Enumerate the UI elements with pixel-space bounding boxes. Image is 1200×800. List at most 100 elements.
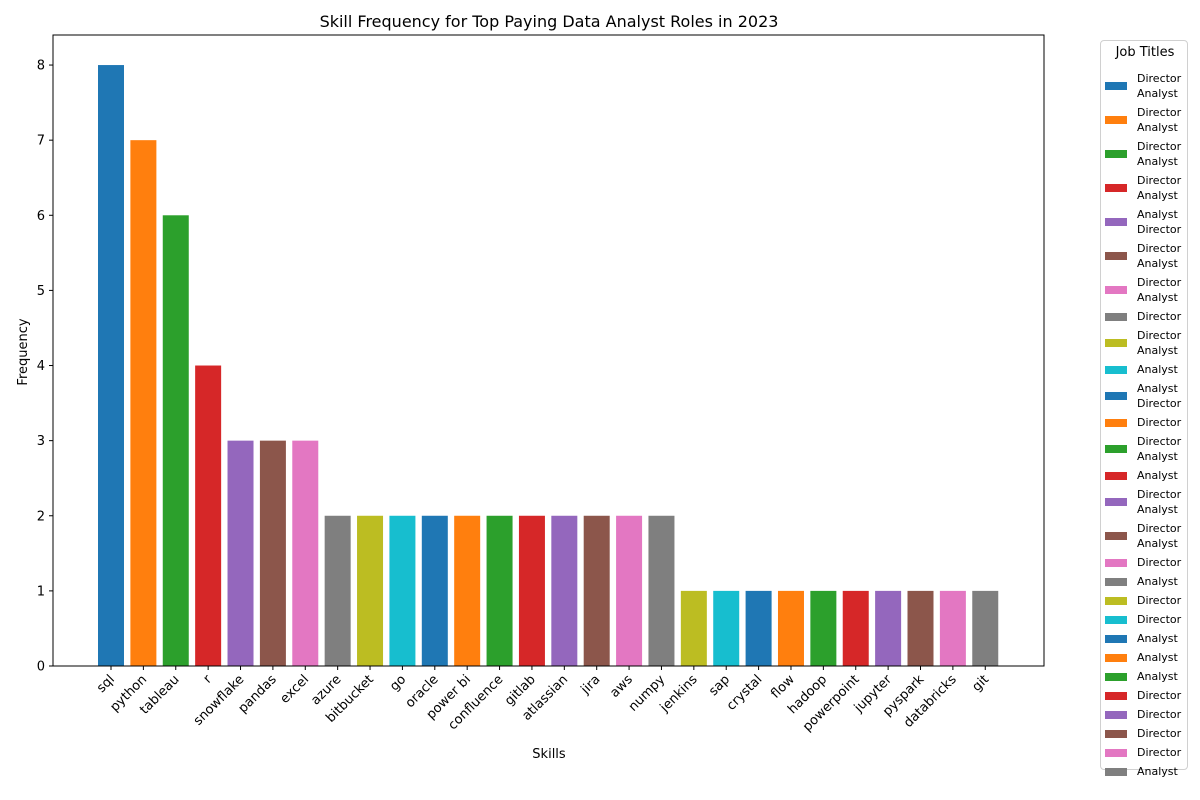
bar-git [972,590,999,666]
legend-entry: Analyst [1101,572,1189,591]
legend-swatch [1105,498,1127,506]
legend-label: Director Analyst [1137,140,1182,168]
legend-entry: Director [1101,307,1189,326]
legend-swatch [1105,748,1127,757]
legend-label: Director [1137,746,1182,759]
bar-sap [713,590,740,666]
legend-swatch [1105,653,1127,662]
legend-swatch [1105,577,1127,586]
legend-label: Analyst [1137,670,1178,683]
legend-label: Director Analyst [1137,174,1182,202]
legend-swatch [1105,558,1127,567]
legend-swatch [1105,392,1127,400]
x-tick-label: jira [578,672,604,698]
legend-swatch [1105,82,1127,90]
legend-entry: Director [1101,553,1189,572]
y-tick-label: 7 [37,134,45,149]
legend-label: Analyst [1137,632,1178,645]
legend-label: Director [1137,310,1182,323]
legend: Job Titles Director Analyst Director Anal… [1100,40,1189,778]
legend-title: Job Titles [1115,45,1175,60]
bar-tableau [162,215,189,667]
legend-entry: Director [1101,743,1189,762]
legend-label: Director [1137,416,1182,429]
bar-azure [324,515,351,666]
legend-entry: Analyst [1101,648,1189,667]
legend-swatch [1105,729,1127,738]
legend-entry: Director [1101,591,1189,610]
legend-entry: Analyst [1101,629,1189,648]
legend-label: Director Analyst [1137,72,1182,100]
legend-swatch [1105,634,1127,643]
y-tick-label: 5 [37,284,45,299]
legend-swatch [1105,596,1127,605]
legend-swatch [1105,710,1127,719]
y-tick-label: 8 [37,59,45,74]
legend-label: Director [1137,613,1182,626]
legend-label: Director Analyst [1137,488,1182,516]
bar-numpy [648,515,675,666]
legend-swatch [1105,691,1127,700]
bar-jenkins [680,590,707,666]
legend-entry: Director Analyst [1101,326,1189,360]
bar-atlassian [551,515,578,666]
legend-swatch [1105,218,1127,226]
legend-entry: Director Analyst [1101,519,1189,553]
y-tick-label: 6 [37,209,45,224]
bar-confluence [486,515,513,666]
legend-label: Director [1137,727,1182,740]
legend-swatch [1105,184,1127,192]
legend-label: Director Analyst [1137,522,1182,550]
legend-entry: Analyst [1101,360,1189,379]
bar-pyspark [907,590,934,666]
legend-entry: Director Analyst [1101,432,1189,466]
x-axis-label: Skills [532,747,566,762]
x-tick-label: snowflake [191,672,247,728]
y-axis-label: Frequency [16,318,31,385]
legend-label: Director [1137,594,1182,607]
legend-label: Director [1137,556,1182,569]
legend-entry: Analyst [1101,466,1189,485]
x-tick-label: r [201,672,216,687]
bar-powerpoint [842,590,869,666]
legend-label: Director Analyst [1137,435,1182,463]
legend-swatch [1105,767,1127,776]
legend-label: Analyst [1137,363,1178,376]
legend-entry: Director Analyst [1101,137,1189,171]
y-tick-label: 4 [37,359,45,374]
legend-swatch [1105,418,1127,427]
y-tick-label: 1 [37,584,45,599]
x-tick-label: git [969,672,992,695]
bar-aws [616,515,643,666]
bar-go [389,515,416,666]
y-tick-label: 2 [37,509,45,524]
bar-snowflake [227,440,254,666]
bar-python [130,140,157,667]
y-tick-label: 0 [37,660,45,675]
legend-swatch [1105,365,1127,374]
bar-crystal [745,590,772,666]
legend-entry: Director [1101,705,1189,724]
legend-swatch [1105,286,1127,294]
legend-entry: Director Analyst [1101,239,1189,273]
legend-swatch [1105,150,1127,158]
legend-entry: Analyst Director [1101,205,1189,239]
legend-entry: Director Analyst [1101,171,1189,205]
y-tick-label: 3 [37,434,45,449]
legend-label: Analyst [1137,575,1178,588]
x-tick-label: excel [277,672,312,707]
plot-area-frame [52,34,1045,667]
legend-entry: Director [1101,413,1189,432]
bar-flow [777,590,804,666]
legend-swatch [1105,252,1127,260]
legend-entry: Analyst [1101,667,1189,686]
x-tick-label: sql [94,672,118,696]
x-tick-label: go [387,672,409,694]
legend-swatch [1105,339,1127,347]
bar-pandas [259,440,286,666]
legend-label: Director Analyst [1137,242,1182,270]
legend-label: Director [1137,708,1182,721]
bar-gitlab [518,515,545,666]
legend-swatch [1105,471,1127,480]
legend-label: Director Analyst [1137,106,1182,134]
